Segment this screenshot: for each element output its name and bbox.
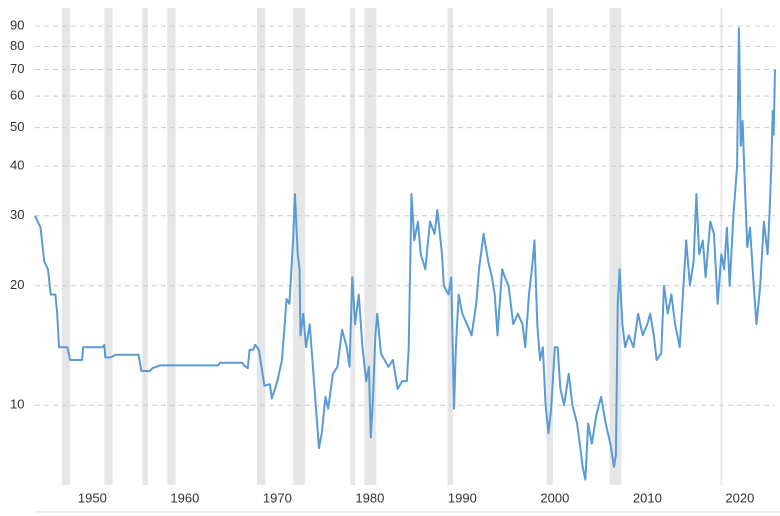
y-tick-label: 80: [10, 38, 24, 53]
recession-band: [257, 8, 266, 485]
x-tick-label: 1960: [170, 490, 199, 505]
x-tick-label: 2020: [725, 490, 754, 505]
recession-band: [104, 8, 113, 485]
x-tick-label: 1950: [78, 490, 107, 505]
recession-band: [142, 8, 148, 485]
x-tick-label: 1970: [263, 490, 292, 505]
recession-band: [720, 8, 723, 485]
y-tick-label: 60: [10, 88, 24, 103]
x-tick-label: 1980: [355, 490, 384, 505]
recession-band: [167, 8, 176, 485]
y-tick-label: 40: [10, 158, 24, 173]
x-tick-label: 1990: [448, 490, 477, 505]
recession-band: [546, 8, 553, 485]
x-tick-label: 2010: [633, 490, 662, 505]
y-tick-label: 10: [10, 397, 24, 412]
x-tick-label: 2000: [540, 490, 569, 505]
y-tick-label: 20: [10, 277, 24, 292]
y-tick-label: 70: [10, 61, 24, 76]
data-line: [34, 27, 776, 481]
recession-band: [293, 8, 306, 485]
recession-band: [350, 8, 356, 485]
y-tick-label: 50: [10, 119, 24, 134]
recession-band: [447, 8, 454, 485]
recession-band: [61, 8, 71, 485]
y-tick-label: 90: [10, 18, 24, 33]
y-tick-label: 30: [10, 207, 24, 222]
